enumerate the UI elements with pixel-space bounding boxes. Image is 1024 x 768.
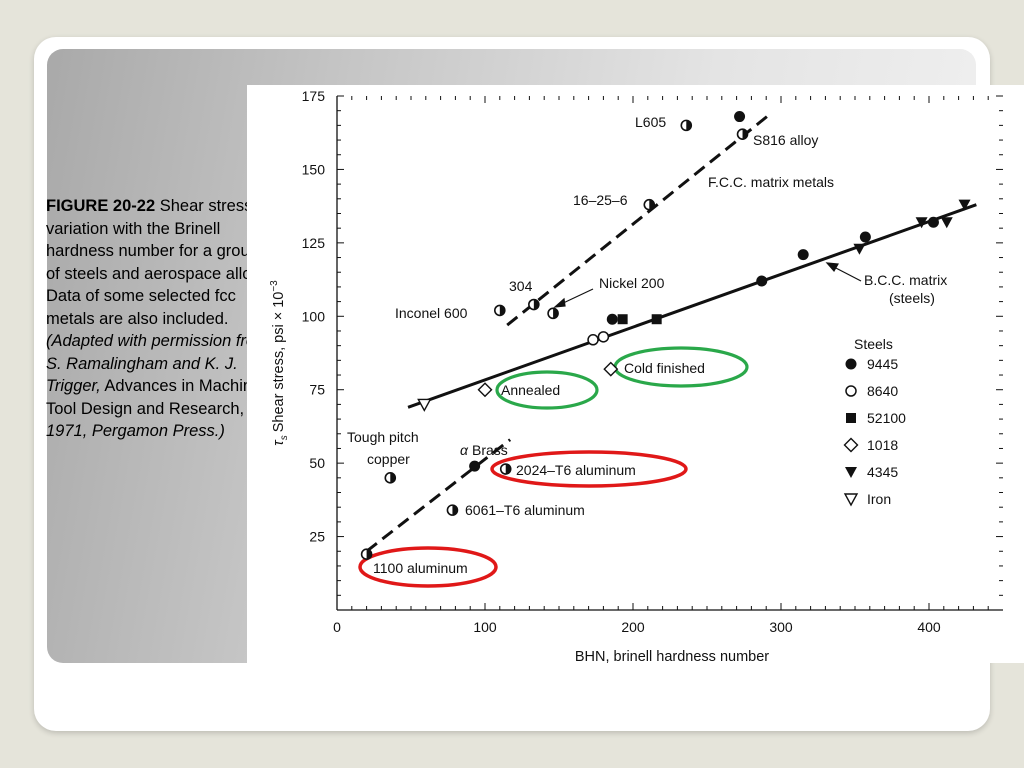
x-tick-label: 0 — [333, 619, 341, 635]
caption-text-3: Advances in Machine Tool Design and Rese… — [46, 377, 262, 418]
label-annealed: Annealed — [501, 382, 560, 398]
legend-marker-1018 — [843, 437, 859, 453]
point-alloy — [494, 304, 506, 317]
figure-caption: FIGURE 20-22 Shear stress ts variation w… — [46, 195, 274, 443]
y-tick-label: 100 — [302, 308, 326, 324]
x-tick-label: 400 — [917, 619, 941, 635]
legend-label-1018: 1018 — [867, 437, 898, 453]
point-9445 — [927, 216, 939, 228]
point-9445 — [734, 111, 746, 123]
legend-title: Steels — [854, 336, 893, 352]
label-1100-aluminum: 1100 aluminum — [373, 560, 468, 576]
legend-label-52100: 52100 — [867, 410, 906, 426]
point-9445 — [469, 460, 481, 472]
point-alloy — [736, 128, 749, 140]
y-tick-label: 175 — [302, 88, 326, 104]
point-4345 — [940, 217, 953, 229]
point-9445 — [606, 313, 618, 325]
point-1018 — [603, 361, 619, 377]
bcc-trend-line — [407, 203, 977, 409]
point-4345 — [853, 243, 866, 255]
y-axis-exponent: −3 — [269, 280, 280, 292]
label-nickel-200: Nickel 200 — [599, 275, 665, 291]
legend-label-9445: 9445 — [867, 356, 898, 372]
label-alpha-brass: α Brass — [460, 442, 508, 458]
x-axis-label: BHN, brinell hardness number — [575, 649, 769, 663]
legend-marker-4345 — [845, 467, 857, 478]
point-1018 — [477, 382, 493, 398]
y-tick-label: 125 — [302, 235, 326, 251]
label-copper: copper — [367, 451, 410, 467]
label-304: 304 — [509, 278, 533, 294]
point-alloy — [384, 472, 397, 484]
point-9445 — [859, 231, 871, 243]
fcc-trend-line — [506, 112, 772, 327]
caption-citation: (Adapted with permission from S. Ramalin… — [46, 332, 269, 395]
arrow-bcc — [831, 265, 862, 282]
legend-label-iron: Iron — [867, 491, 891, 507]
shear-stress-chart: 25 50 75 100 125 150 175 0 100 200 300 400 BHN, bri… — [269, 88, 1003, 665]
point-alloy — [360, 548, 373, 560]
leader-arrows — [553, 262, 862, 308]
label-l605: L605 — [635, 114, 666, 130]
point-8640 — [597, 331, 610, 343]
caption-text-2: variation with the Brinell hardness numb… — [46, 219, 273, 328]
y-axis-symbol-sub: s — [279, 435, 290, 440]
legend-label-4345: 4345 — [867, 464, 898, 480]
label-bcc-1: B.C.C. matrix — [864, 272, 947, 288]
point-alloy — [547, 307, 559, 320]
legend-marker-9445 — [845, 358, 857, 370]
brass-text: Brass — [472, 442, 508, 458]
label-fcc: F.C.C. matrix metals — [708, 174, 834, 190]
point-alloy — [643, 198, 656, 211]
arrowhead-bcc — [825, 262, 839, 273]
point-8640 — [587, 334, 599, 346]
aluminum-trend-line — [365, 438, 512, 553]
caption-citation-year: 1971, Pergamon Press.) — [46, 422, 225, 440]
x-tick-label: 200 — [621, 619, 645, 635]
y-tick-label: 50 — [309, 455, 325, 471]
y-axis-label: τs Shear stress, psi × 10−3 — [269, 280, 290, 446]
label-cold-finished: Cold finished — [624, 360, 705, 376]
point-alloy — [446, 504, 459, 516]
annealed-highlight — [495, 370, 599, 410]
y-axis-symbol: τ — [271, 439, 287, 446]
point-alloy — [499, 463, 512, 475]
alpha-symbol: α — [460, 442, 469, 458]
point-52100 — [651, 314, 662, 325]
x-tick-label: 100 — [473, 619, 497, 635]
legend-marker-52100 — [846, 413, 856, 423]
label-inconel-600: Inconel 600 — [395, 305, 468, 321]
legend-label-8640: 8640 — [867, 383, 898, 399]
legend-marker-iron — [843, 493, 859, 507]
legend-marker-8640 — [845, 385, 857, 397]
label-2024-t6: 2024–T6 aluminum — [516, 462, 636, 478]
y-tick-label: 75 — [309, 382, 325, 398]
point-9445 — [797, 249, 809, 261]
point-alloy — [528, 298, 540, 311]
label-tough-pitch: Tough pitch — [347, 429, 419, 445]
point-9445 — [756, 275, 768, 287]
label-16-25-6: 16–25–6 — [573, 192, 628, 208]
point-alloy — [680, 119, 693, 132]
label-s816: S816 alloy — [753, 132, 818, 148]
y-tick-label: 25 — [309, 529, 325, 545]
chart-figure: 25 50 75 100 125 150 175 0 100 200 300 400 BHN, bri… — [247, 85, 1024, 665]
point-4345 — [958, 199, 971, 211]
caption-text-1: Shear stress t — [155, 197, 262, 215]
aluminum-1100-highlight — [358, 546, 498, 588]
figure-label: FIGURE 20-22 — [46, 197, 156, 215]
point-52100 — [617, 314, 628, 325]
y-tick-label: 150 — [302, 161, 326, 177]
arrowhead-nickel — [553, 297, 566, 308]
aluminum-2024-highlight — [490, 450, 688, 488]
y-axis-text: Shear stress, psi × 10 — [271, 292, 287, 433]
label-6061-t6: 6061–T6 aluminum — [465, 502, 585, 518]
point-iron — [417, 398, 432, 412]
point-4345 — [915, 217, 928, 229]
x-tick-label: 300 — [769, 619, 793, 635]
legend: Steels 9445 8640 52100 1018 4345 Iron — [843, 336, 906, 507]
label-bcc-2: (steels) — [889, 290, 935, 306]
